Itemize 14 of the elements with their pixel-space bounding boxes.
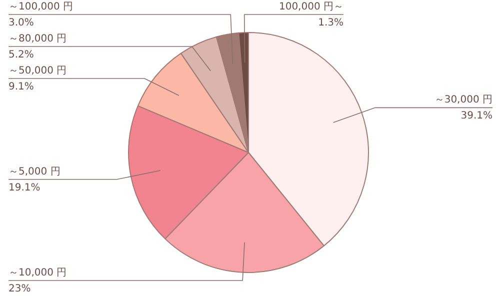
slice-label: ～5,000 円 [8, 166, 60, 178]
data-label: 3.0% [8, 18, 34, 28]
data-label: 23% [8, 284, 31, 294]
slice-label: ～50,000 円 [8, 66, 67, 76]
data-label: 5.2% [8, 50, 34, 60]
slice-label: 100,000 円～ [278, 2, 344, 12]
slice-label: ～10,000 円 [8, 268, 67, 278]
slice-label: ～30,000 円 [434, 94, 493, 106]
data-label: 39.1% [460, 110, 493, 122]
data-label: 9.1% [8, 82, 34, 92]
slice-label: ～100,000 円 [8, 2, 74, 12]
data-label: 19.1% [8, 182, 40, 194]
data-label: 1.3% [318, 18, 344, 28]
slice-label: ～80,000 円 [8, 34, 67, 44]
